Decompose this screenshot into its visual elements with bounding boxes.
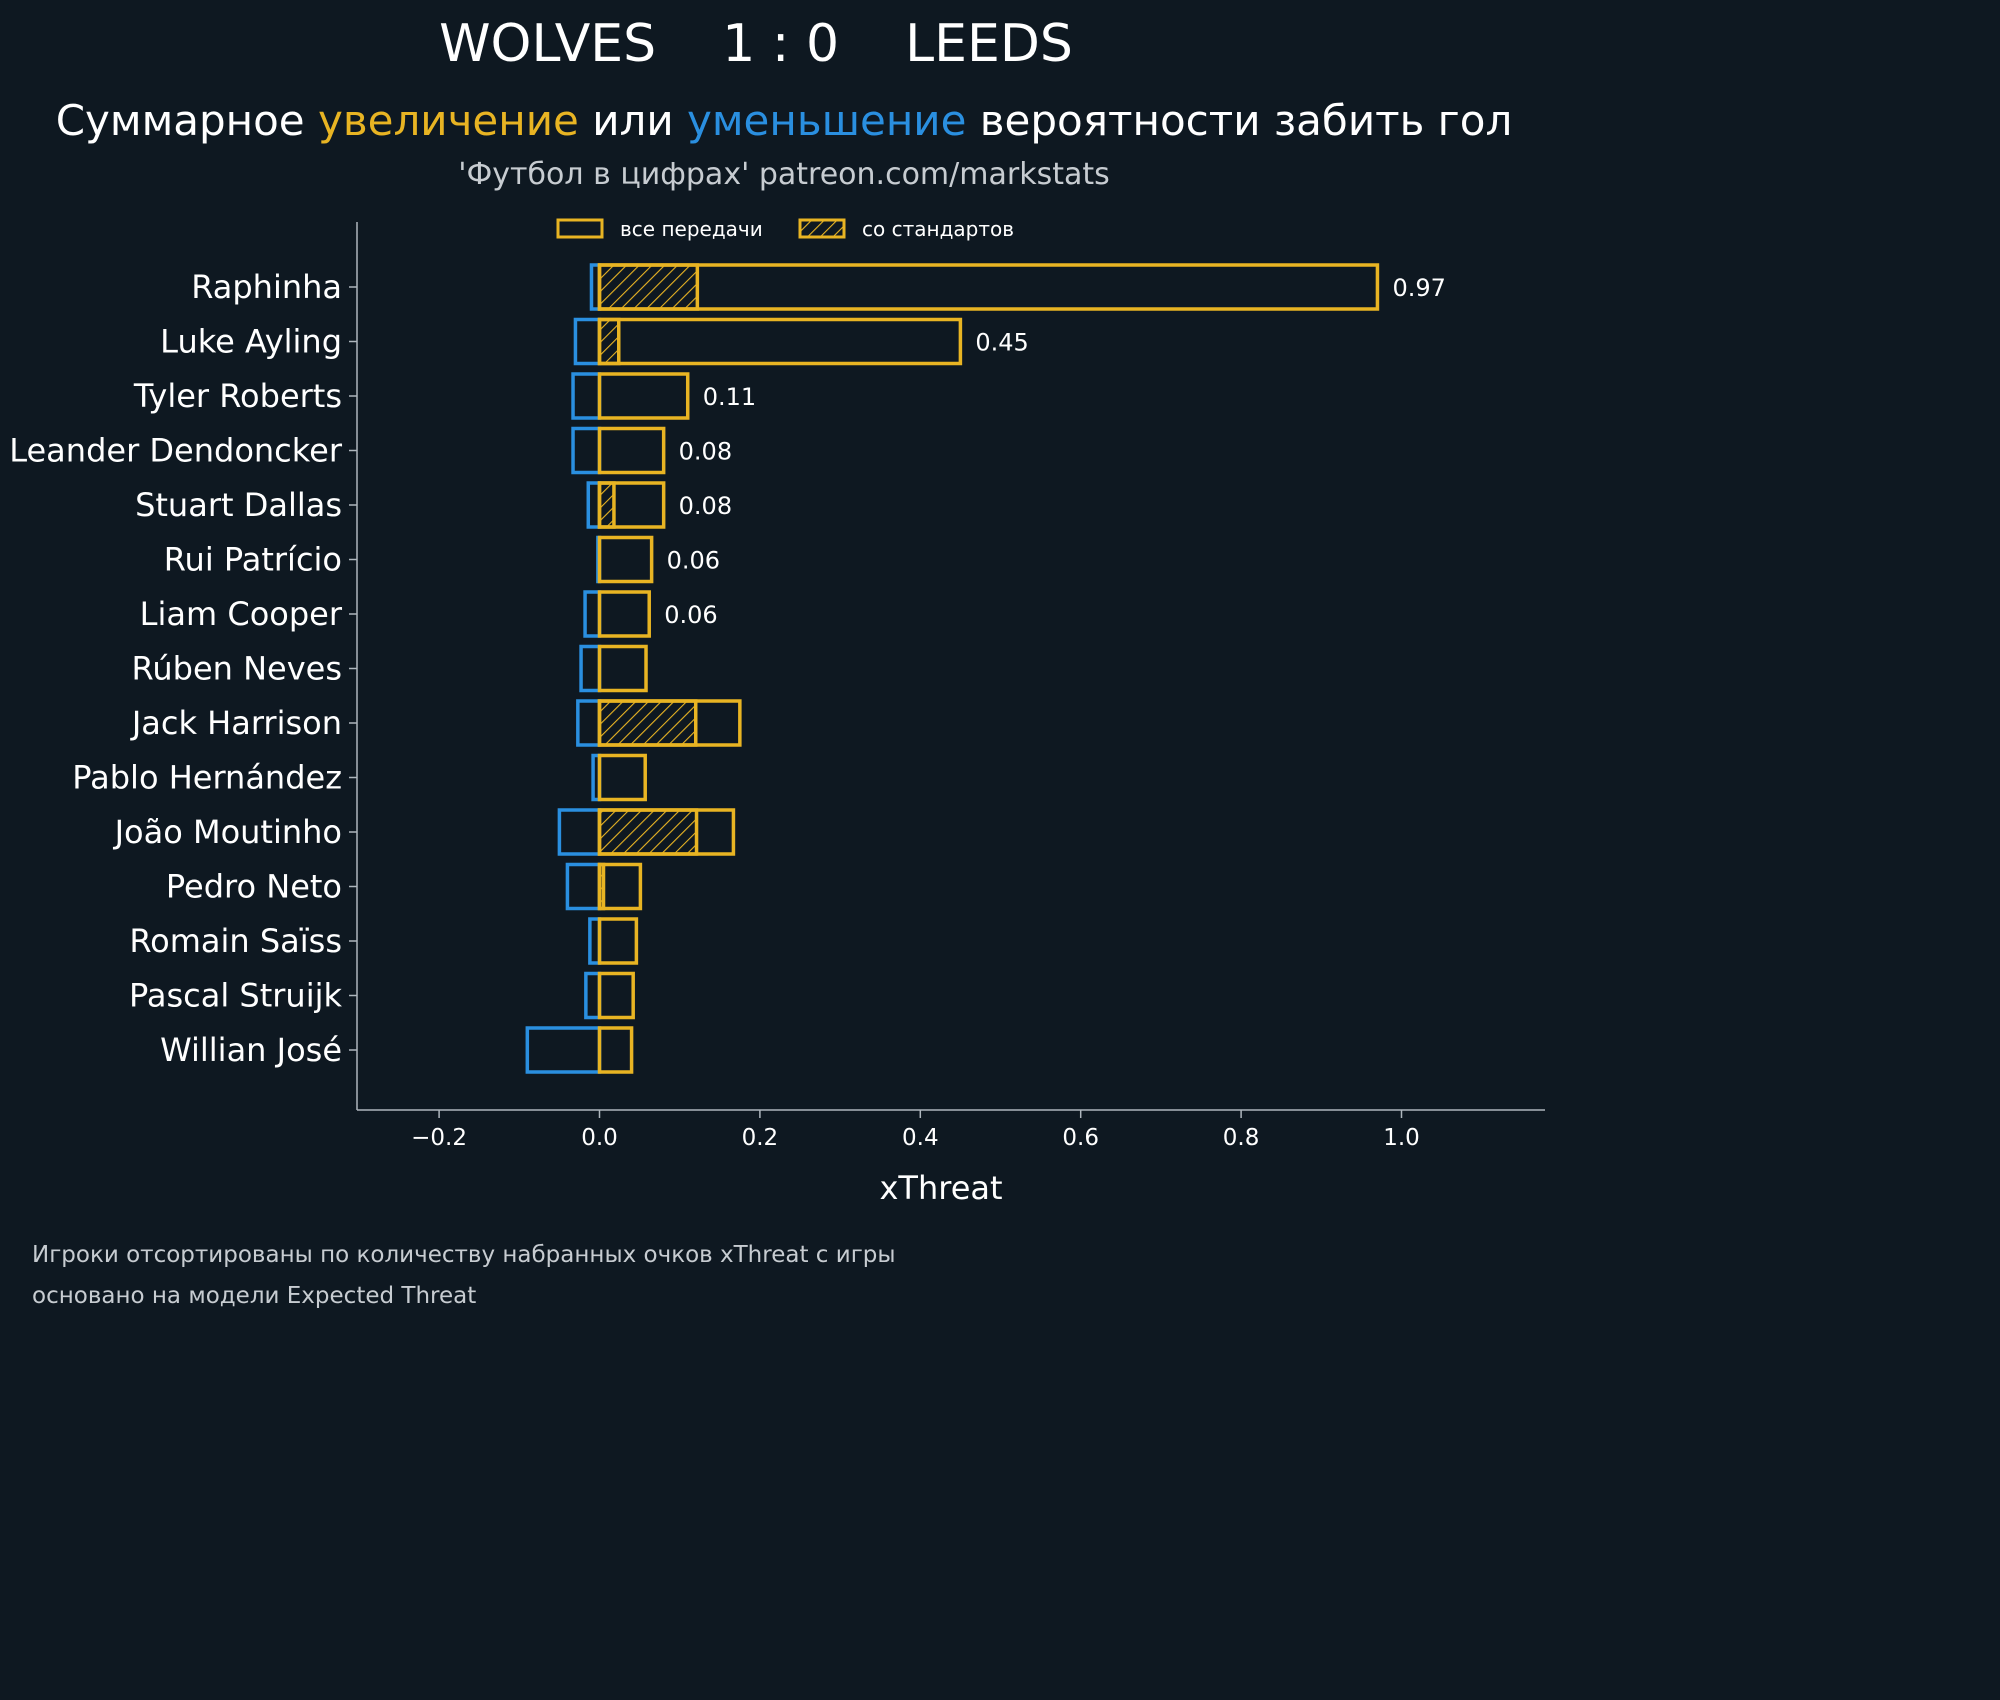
value-label: 0.97: [1392, 274, 1445, 302]
value-label: 0.45: [975, 329, 1028, 357]
subtitle-part2: или: [578, 96, 687, 145]
chart-subtitle: Суммарное увеличение или уменьшение веро…: [0, 96, 1568, 145]
decrease-bar: [525, 1026, 602, 1074]
labels: Raphinha 0.97 Luke Ayling 0.45 Tyler Roberts…: [9, 268, 1446, 1069]
increase-bar: [597, 699, 742, 747]
footer-note-sort: Игроки отсортированы по количеству набра…: [32, 1242, 896, 1268]
player-name-label: Pablo Hernández: [72, 759, 342, 797]
player-name-label: Leander Dendoncker: [9, 432, 343, 470]
subtitle-part1: Суммарное: [55, 96, 318, 145]
player-name-label: Romain Saïss: [129, 922, 342, 960]
value-label: 0.08: [679, 492, 732, 520]
x-tick-label: 0.2: [742, 1125, 779, 1151]
player-name-label: Jack Harrison: [130, 704, 342, 742]
axes: −0.2 0.0 0.2 0.4 0.6 0.8 1.0: [349, 222, 1545, 1151]
player-name-label: João Moutinho: [113, 813, 342, 851]
legend-swatch-all-passes: [556, 218, 604, 239]
subtitle-increase-word: увеличение: [318, 96, 579, 145]
player-name-label: Pedro Neto: [166, 868, 342, 906]
x-axis-label: xThreat: [879, 1169, 1002, 1207]
value-label: 0.08: [679, 438, 732, 466]
increase-bar: [597, 590, 651, 638]
increase-bar: [597, 753, 647, 802]
bars: [525, 263, 1380, 1074]
x-tick-label: 0.6: [1062, 1125, 1099, 1151]
home-team: WOLVES: [439, 14, 657, 74]
player-name-label: Rúben Neves: [132, 650, 342, 688]
legend-label-all-passes: все передачи: [620, 217, 763, 241]
player-name-label: Liam Cooper: [140, 595, 343, 633]
increase-bar: [597, 644, 648, 693]
value-label: 0.06: [664, 601, 717, 629]
set-piece-bar: [597, 481, 616, 529]
credit-line: 'Футбол в цифрах' patreon.com/markstats: [458, 157, 1110, 192]
increase-bar: [597, 862, 643, 911]
set-piece-bar: [597, 263, 700, 311]
player-name-label: Willian José: [160, 1031, 342, 1069]
x-tick-label: 0.0: [581, 1125, 618, 1151]
x-tick-label: 0.4: [902, 1125, 939, 1151]
decrease-bar: [571, 372, 602, 420]
increase-bar: [597, 481, 666, 529]
away-team: LEEDS: [905, 14, 1073, 74]
subtitle-decrease-word: уменьшение: [686, 96, 967, 145]
legend: все передачи со стандартов: [556, 217, 1014, 241]
value-label: 0.11: [703, 383, 756, 411]
legend-label-set-pieces: со стандартов: [862, 217, 1014, 241]
increase-bar: [597, 917, 639, 965]
set-piece-bar: [597, 317, 621, 366]
set-piece-bar: [597, 699, 698, 747]
increase-bar: [597, 535, 654, 584]
x-tick-label: 0.8: [1223, 1125, 1260, 1151]
match-score: 1 : 0: [722, 14, 840, 74]
decrease-bar: [579, 644, 602, 693]
decrease-bar: [573, 317, 602, 366]
increase-bar: [597, 971, 635, 1020]
legend-swatch-set-pieces: [798, 218, 846, 239]
player-name-label: Stuart Dallas: [135, 486, 342, 524]
x-tick-label: −0.2: [411, 1125, 467, 1151]
footer-note-model: основано на модели Expected Threat: [32, 1283, 477, 1309]
increase-bar: [597, 263, 1380, 311]
value-label: 0.06: [667, 547, 720, 575]
increase-bar: [597, 1026, 634, 1074]
player-name-label: Luke Ayling: [160, 323, 342, 361]
increase-bar: [597, 808, 736, 856]
decrease-bar: [576, 699, 602, 747]
increase-bar: [597, 426, 666, 475]
player-name-label: Rui Patrício: [164, 541, 342, 579]
player-name-label: Raphinha: [191, 268, 342, 306]
decrease-bar: [583, 590, 602, 638]
decrease-bar: [557, 808, 602, 856]
match-title: WOLVES 1 : 0 LEEDS: [0, 14, 1512, 74]
increase-bar: [597, 372, 690, 420]
decrease-bar: [571, 426, 602, 475]
player-name-label: Pascal Struijk: [129, 977, 342, 1015]
decrease-bar: [565, 862, 602, 911]
player-name-label: Tyler Roberts: [133, 377, 342, 415]
decrease-bar: [584, 971, 602, 1020]
set-piece-bar: [597, 808, 699, 856]
increase-bar: [597, 317, 963, 366]
x-tick-label: 1.0: [1383, 1125, 1420, 1151]
xthreat-bar-chart: все передачи со стандартов −0.2 0.0 0.2 0.4…: [9, 217, 1545, 1207]
subtitle-part3: вероятности забить гол: [966, 96, 1513, 145]
